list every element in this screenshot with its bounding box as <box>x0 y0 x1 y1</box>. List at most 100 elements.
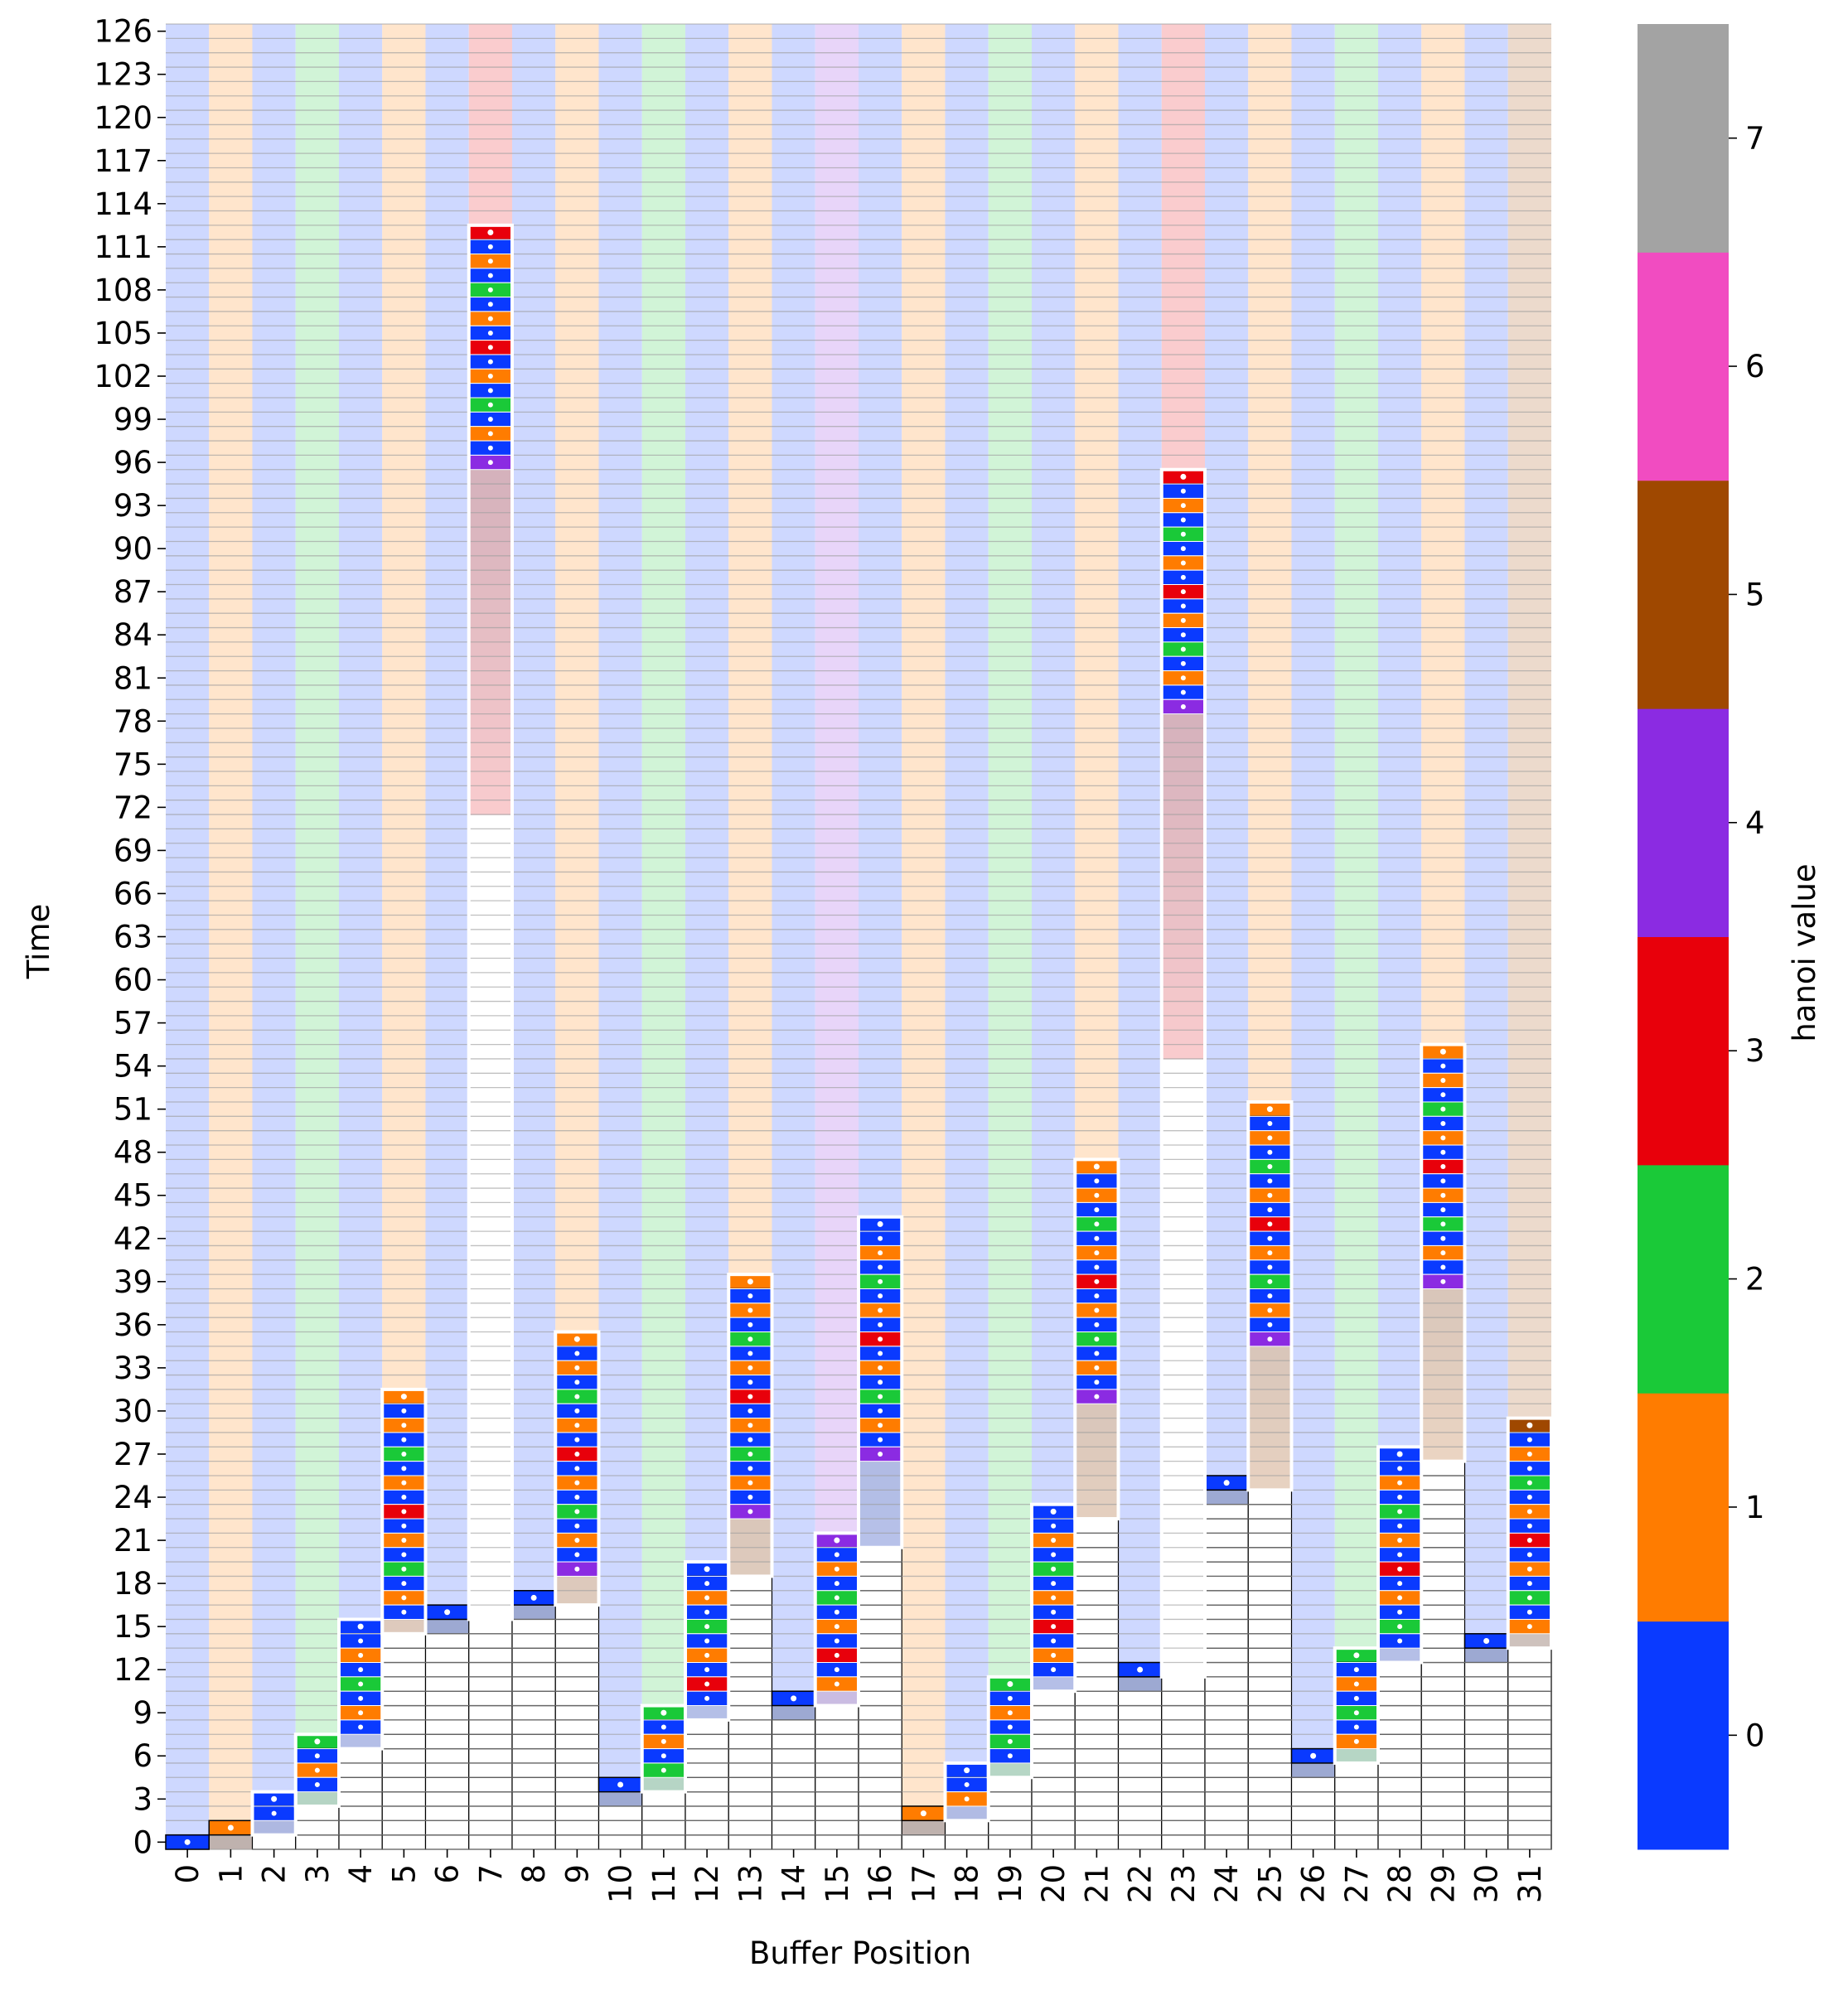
done-cell <box>468 1719 513 1735</box>
x-tick-label: 2 <box>257 1864 293 1884</box>
x-tick-label: 0 <box>170 1864 206 1884</box>
stack-dot <box>1267 1322 1273 1327</box>
stack-dot <box>834 1581 839 1587</box>
stack-dot <box>704 1595 710 1601</box>
stack-dot <box>1526 1581 1532 1587</box>
done-cell <box>685 1805 729 1821</box>
fill-dot <box>1526 1422 1533 1428</box>
done-cell <box>468 1647 513 1664</box>
done-cell <box>1420 1719 1466 1735</box>
stack-dot <box>1051 1609 1057 1615</box>
done-cell <box>468 1834 513 1850</box>
fill-dot <box>357 1623 364 1630</box>
cell-gradient <box>1421 1447 1465 1462</box>
stack-dot <box>1267 1221 1273 1227</box>
stack-outline <box>1506 1416 1553 1650</box>
done-cell <box>1074 1604 1120 1621</box>
cell-gradient <box>1161 727 1205 743</box>
y-tick-label: 18 <box>114 1566 152 1602</box>
done-cell <box>1247 1690 1293 1707</box>
stack-dot <box>1397 1509 1403 1515</box>
cell-gradient <box>1118 1676 1162 1692</box>
stack-dot <box>964 1781 970 1787</box>
fill-dot <box>791 1695 797 1702</box>
cell-gradient <box>512 1605 556 1620</box>
stack-dot <box>747 1351 753 1356</box>
cell-region-pending <box>1248 24 1292 1102</box>
stack-dot <box>574 1423 580 1428</box>
done-cell <box>1420 1747 1466 1764</box>
stack-dot <box>1180 617 1186 623</box>
cell-gradient <box>468 656 512 672</box>
x-tick-label: 7 <box>473 1864 509 1884</box>
done-cell <box>1117 1776 1163 1793</box>
done-cell <box>554 1805 600 1821</box>
stack-dot <box>1440 1178 1446 1184</box>
stack-dot <box>1440 1063 1446 1069</box>
done-cell <box>381 1690 427 1707</box>
cell-gradient <box>468 742 512 758</box>
x-tick-label: 26 <box>1296 1864 1332 1903</box>
fill-dot <box>1223 1480 1230 1486</box>
done-cell <box>728 1762 773 1778</box>
done-cell <box>771 1776 816 1793</box>
stack-dot <box>401 1495 407 1500</box>
stack-dot <box>1051 1595 1057 1601</box>
done-cell <box>1204 1547 1249 1563</box>
done-cell <box>1334 1791 1379 1807</box>
done-cell <box>511 1676 556 1692</box>
stack-dot <box>1440 1278 1446 1284</box>
done-cell <box>728 1676 773 1692</box>
x-tick-label: 17 <box>906 1864 941 1903</box>
fill-dot <box>704 1566 710 1573</box>
stack-dot <box>1440 1106 1446 1112</box>
done-cell <box>1204 1819 1249 1836</box>
cell-gradient <box>468 469 512 485</box>
x-axis-label: Buffer Position <box>749 1935 971 1971</box>
stack-dot <box>401 1538 407 1544</box>
done-cell <box>1420 1604 1466 1621</box>
done-cell <box>1031 1776 1076 1793</box>
done-cell <box>1161 1719 1206 1735</box>
done-cell <box>1204 1762 1249 1778</box>
stack-dot <box>834 1566 839 1572</box>
cell-region-pending <box>945 24 989 1763</box>
done-cell <box>1247 1532 1293 1549</box>
stack-dot <box>574 1566 580 1572</box>
done-cell <box>815 1805 859 1821</box>
cell-region-pending <box>1378 24 1422 1447</box>
done-cell <box>511 1719 556 1735</box>
done-cell <box>858 1676 902 1692</box>
stack-dot <box>1094 1178 1100 1184</box>
y-tick-label: 33 <box>114 1351 152 1386</box>
y-tick-label: 39 <box>114 1264 152 1300</box>
stack-dot <box>574 1466 580 1472</box>
cell-gradient <box>859 1504 902 1520</box>
cell-gradient <box>468 670 512 686</box>
cell-gradient <box>1248 1375 1292 1390</box>
done-cell <box>1334 1776 1379 1793</box>
stack-dot <box>1007 1753 1013 1759</box>
stack-outline <box>1333 1646 1380 1765</box>
done-cell <box>511 1733 556 1750</box>
stack-dot <box>574 1380 580 1385</box>
cell-region-pending <box>1075 24 1119 1160</box>
done-cell <box>1247 1834 1293 1850</box>
cell-gradient <box>1421 1360 1465 1376</box>
cell-gradient <box>728 1519 772 1534</box>
done-cell <box>1290 1791 1336 1807</box>
stack-dot <box>1180 589 1186 595</box>
y-tick-label: 84 <box>114 617 152 653</box>
done-cell <box>554 1661 600 1678</box>
fill-dot <box>747 1278 753 1285</box>
x-tick-label: 31 <box>1512 1864 1548 1903</box>
done-cell <box>338 1819 383 1836</box>
done-cell <box>1420 1618 1466 1635</box>
stack-dot <box>1440 1250 1446 1256</box>
colorbar-swatch <box>1638 1164 1729 1394</box>
stack-dot <box>747 1322 753 1327</box>
stack-dot <box>1007 1724 1013 1730</box>
stack-dot <box>834 1681 839 1687</box>
done-cell <box>1074 1791 1120 1807</box>
done-cell <box>901 1834 946 1850</box>
